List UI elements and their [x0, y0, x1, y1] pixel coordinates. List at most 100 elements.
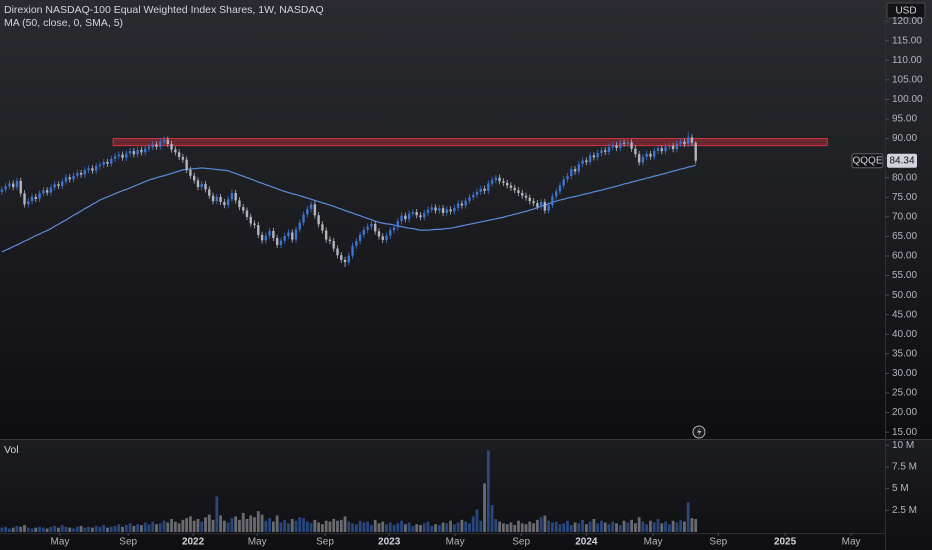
- volume-bar: [366, 521, 370, 532]
- chart-title: Direxion NASDAQ-100 Equal Weighted Index…: [4, 4, 324, 16]
- candle-body: [313, 204, 317, 216]
- volume-bar: [490, 505, 494, 532]
- volume-bar: [483, 483, 486, 532]
- volume-bar: [124, 525, 128, 532]
- candle-body: [132, 151, 136, 155]
- volume-bar: [501, 523, 505, 532]
- candle-body: [664, 146, 667, 152]
- volume-bar: [173, 521, 177, 532]
- volume-bar: [238, 519, 241, 532]
- candle-body: [396, 221, 400, 228]
- volume-bar: [656, 518, 660, 532]
- candle-body: [377, 231, 381, 237]
- candle-body: [226, 199, 230, 206]
- volume-bar: [381, 521, 385, 532]
- y-tick-label: 105.00: [892, 74, 923, 85]
- volume-bar: [245, 518, 249, 532]
- candle-body: [573, 169, 577, 172]
- volume-bar: [256, 511, 260, 532]
- volume-bar: [234, 516, 238, 532]
- volume-bar: [113, 525, 117, 532]
- candle-body: [656, 148, 660, 151]
- volume-tick-label: 7.5 M: [892, 462, 917, 473]
- volume-tick-label: 5 M: [892, 483, 909, 494]
- volume-bar: [283, 519, 287, 532]
- volume-bar: [57, 527, 60, 532]
- volume-bar: [38, 526, 41, 532]
- volume-bar: [403, 524, 407, 532]
- volume-bar: [8, 528, 11, 532]
- y-tick-label: 95.00: [892, 114, 917, 125]
- volume-bar: [94, 525, 98, 532]
- candle-body: [189, 169, 192, 176]
- x-tick-label: May: [842, 537, 861, 548]
- volume-bar: [615, 523, 618, 532]
- candle-body: [668, 146, 671, 147]
- candle-body: [215, 196, 219, 202]
- volume-bar: [147, 524, 151, 532]
- y-tick-label: 55.00: [892, 270, 917, 281]
- candle-body: [245, 210, 249, 217]
- volume-bar: [83, 527, 87, 532]
- replay-icon[interactable]: [692, 425, 706, 439]
- volume-bar: [253, 517, 256, 532]
- candle-body: [76, 173, 79, 176]
- candle-body: [177, 152, 181, 157]
- volume-bar: [577, 523, 581, 532]
- y-tick-label: 65.00: [892, 231, 917, 242]
- volume-bar: [343, 516, 347, 532]
- volume-bar: [354, 524, 358, 532]
- y-tick-label: 35.00: [892, 348, 917, 359]
- candle-body: [547, 205, 550, 211]
- volume-bar: [211, 519, 215, 532]
- candle-body: [340, 255, 343, 260]
- candle-body: [257, 225, 260, 235]
- candle-body: [151, 144, 154, 148]
- volume-bar: [679, 519, 683, 532]
- candle-body: [543, 201, 547, 211]
- volume-bar: [498, 521, 502, 532]
- candle-body: [223, 201, 226, 206]
- volume-bar: [241, 512, 245, 532]
- indicator-label: MA (50, close, 0, SMA, 5): [4, 17, 123, 29]
- candle-body: [521, 192, 524, 196]
- volume-bar: [64, 526, 68, 532]
- moving-average: [1, 164, 696, 253]
- candle-body: [324, 230, 328, 240]
- candle-body: [536, 203, 539, 207]
- candle-body: [554, 191, 558, 197]
- volume-bar: [524, 524, 528, 532]
- volume-bar: [219, 515, 222, 532]
- candle-body: [558, 185, 562, 192]
- currency-box[interactable]: [886, 2, 926, 19]
- volume-bar: [294, 520, 298, 532]
- y-tick-label: 50.00: [892, 290, 917, 301]
- candle-body: [539, 201, 543, 207]
- candle-body: [505, 182, 509, 186]
- volume-bar: [90, 527, 94, 532]
- y-tick-label: 70.00: [892, 211, 917, 222]
- candle-body: [291, 232, 294, 240]
- volume-bar: [222, 520, 226, 532]
- candle-body: [234, 192, 237, 201]
- candle-body: [483, 188, 486, 192]
- x-tick-label: 2022: [182, 537, 205, 548]
- last-price-box: [887, 153, 917, 168]
- candle-body: [279, 240, 283, 246]
- candle-body: [181, 156, 185, 160]
- volume-bar: [539, 517, 543, 532]
- candle-body: [445, 209, 449, 213]
- currency[interactable]: USD: [895, 6, 916, 17]
- volume-bar: [192, 520, 196, 532]
- volume-bar: [230, 518, 234, 532]
- candle-body: [64, 177, 68, 182]
- volume-bar: [445, 523, 449, 532]
- candle-body: [626, 142, 630, 144]
- candle-body: [585, 160, 588, 163]
- candle-body: [373, 223, 377, 232]
- candle-body: [634, 148, 637, 155]
- volume-bar: [264, 520, 268, 532]
- volume-bar: [415, 524, 419, 532]
- volume-bar: [170, 518, 173, 532]
- volume-bar: [479, 520, 483, 532]
